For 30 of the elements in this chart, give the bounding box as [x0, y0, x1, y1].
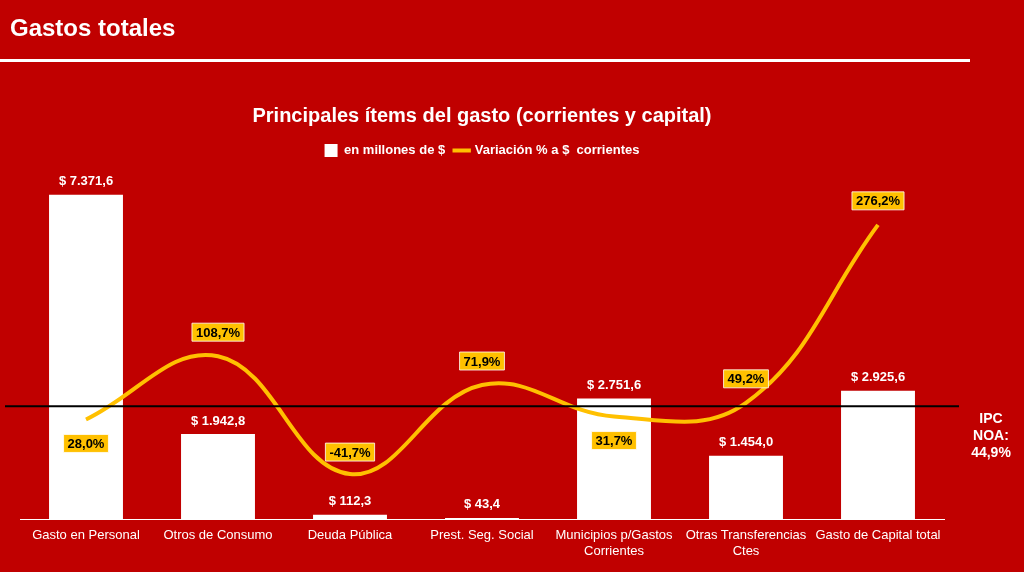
- x-tick-label: Gasto de Capital total: [815, 527, 941, 543]
- data-label: $ 2.751,6: [586, 377, 642, 393]
- x-tick-label: Gasto en Personal: [32, 527, 140, 543]
- ref-line-label: IPC NOA: 44,9%: [971, 410, 1012, 461]
- bar: [709, 455, 783, 520]
- data-label: $ 2.925,6: [850, 369, 906, 385]
- data-label: 31,7%: [595, 433, 633, 449]
- bar: [181, 434, 255, 520]
- data-label: 108,7%: [195, 324, 241, 340]
- data-label: $ 1.454,0: [718, 434, 774, 450]
- x-tick-label: Otras Transferencias Ctes: [685, 527, 807, 558]
- chart-title: Gastos totales: [10, 14, 176, 42]
- legend-label: en millones de $: [344, 142, 446, 158]
- legend-label: Variación % a $ corrientes: [474, 142, 640, 158]
- x-tick-label: Otros de Consumo: [163, 527, 273, 543]
- data-label: $ 7.371,6: [58, 173, 114, 189]
- x-tick-label: Prest. Seg. Social: [430, 527, 534, 543]
- bar: [841, 390, 915, 520]
- data-label: 28,0%: [67, 436, 105, 452]
- data-label: -41,7%: [329, 444, 372, 460]
- x-tick-label: Municipios p/Gastos Corrientes: [555, 527, 674, 558]
- data-label: 71,9%: [463, 353, 501, 369]
- data-label: $ 112,3: [328, 493, 372, 509]
- chart-subtitle: Principales ítems del gasto (corrientes y capital): [252, 103, 712, 126]
- data-label: 276,2%: [855, 193, 901, 209]
- bar: [49, 194, 123, 520]
- data-label: $ 43,4: [463, 496, 501, 512]
- x-tick-label: Deuda Pública: [307, 527, 394, 543]
- data-label: 49,2%: [727, 371, 765, 387]
- data-label: $ 1.942,8: [190, 412, 246, 428]
